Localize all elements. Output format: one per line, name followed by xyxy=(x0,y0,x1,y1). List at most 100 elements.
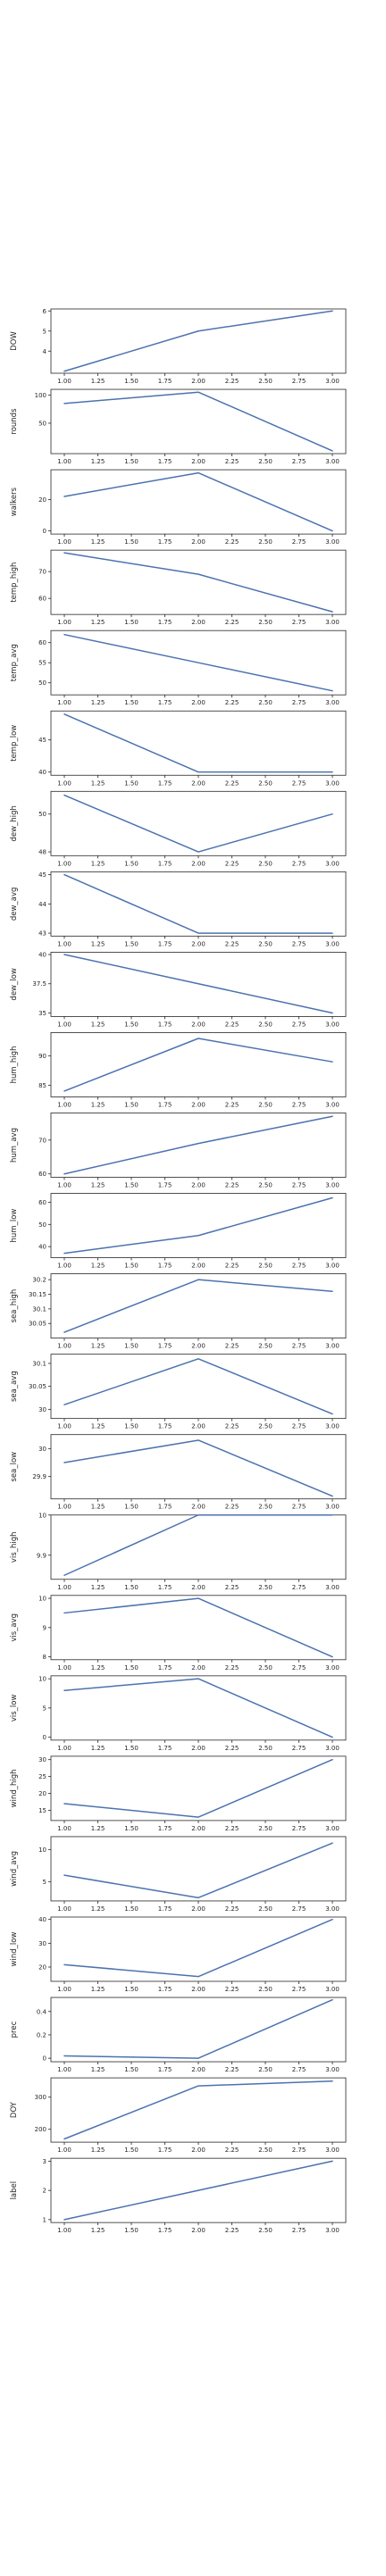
y-axis-label: temp_high xyxy=(10,563,19,603)
x-tick-label: 2.50 xyxy=(258,1664,273,1671)
x-tick-label: 2.75 xyxy=(292,458,306,465)
x-tick-label: 3.00 xyxy=(325,1825,340,1832)
x-tick-label: 1.00 xyxy=(57,699,71,706)
y-axis-label: rounds xyxy=(10,408,19,435)
x-tick-label: 3.00 xyxy=(325,458,340,465)
series-line-prec xyxy=(64,2000,332,2058)
y-axis-label: sea_avg xyxy=(10,1371,19,1402)
axes-frame xyxy=(51,1515,346,1580)
x-tick-label: 2.50 xyxy=(258,538,273,546)
y-tick-label: 10 xyxy=(38,1676,46,1683)
y-tick-label: 2 xyxy=(43,2188,46,2195)
x-tick-label: 2.00 xyxy=(191,1263,206,1270)
y-tick-label: 40 xyxy=(38,769,46,776)
axes-frame xyxy=(51,1194,346,1258)
x-tick-label: 1.00 xyxy=(57,2066,71,2073)
y-tick-label: 48 xyxy=(38,849,46,856)
x-tick-label: 3.00 xyxy=(325,1905,340,1913)
x-tick-label: 2.50 xyxy=(258,1504,273,1511)
x-tick-label: 2.75 xyxy=(292,2066,306,2073)
y-tick-label: 30 xyxy=(38,1756,46,1763)
y-tick-label: 29.9 xyxy=(32,1473,46,1480)
x-tick-label: 2.50 xyxy=(258,2227,273,2234)
x-tick-label: 1.00 xyxy=(57,1825,71,1832)
series-line-walkers xyxy=(64,473,332,531)
x-tick-label: 1.75 xyxy=(158,1343,172,1350)
x-tick-label: 2.50 xyxy=(258,1343,273,1350)
series-line-wind_avg xyxy=(64,1843,332,1897)
x-tick-label: 1.50 xyxy=(124,1263,138,1270)
y-axis-label: sea_high xyxy=(10,1289,19,1323)
x-tick-label: 2.50 xyxy=(258,699,273,706)
x-tick-label: 2.00 xyxy=(191,378,206,385)
x-tick-label: 2.00 xyxy=(191,940,206,947)
x-tick-label: 1.50 xyxy=(124,860,138,867)
x-tick-label: 1.50 xyxy=(124,1905,138,1913)
x-tick-label: 1.00 xyxy=(57,378,71,385)
x-tick-label: 1.75 xyxy=(158,699,172,706)
series-line-DOY xyxy=(64,2081,332,2139)
x-tick-label: 1.75 xyxy=(158,2066,172,2073)
x-tick-label: 1.50 xyxy=(124,458,138,465)
y-axis-label: wind_avg xyxy=(10,1851,19,1887)
x-tick-label: 1.25 xyxy=(91,1986,105,1993)
x-tick-label: 1.00 xyxy=(57,1423,71,1430)
x-tick-label: 1.75 xyxy=(158,2227,172,2234)
x-tick-label: 2.00 xyxy=(191,1343,206,1350)
x-tick-label: 1.25 xyxy=(91,1021,105,1028)
x-tick-label: 2.75 xyxy=(292,860,306,867)
x-tick-label: 1.25 xyxy=(91,619,105,626)
x-tick-label: 3.00 xyxy=(325,1343,340,1350)
x-tick-label: 2.75 xyxy=(292,1504,306,1511)
x-tick-label: 1.00 xyxy=(57,860,71,867)
x-tick-label: 3.00 xyxy=(325,1263,340,1270)
y-axis-label: dew_low xyxy=(10,968,19,1000)
axes-frame xyxy=(51,1837,346,1901)
y-tick-label: 8 xyxy=(43,1654,46,1661)
x-tick-label: 2.75 xyxy=(292,940,306,947)
x-tick-label: 3.00 xyxy=(325,378,340,385)
y-tick-label: 45 xyxy=(38,737,46,744)
axes-frame xyxy=(51,2078,346,2142)
x-tick-label: 1.25 xyxy=(91,1263,105,1270)
y-tick-label: 44 xyxy=(38,901,46,908)
y-tick-label: 50 xyxy=(38,679,46,687)
x-tick-label: 3.00 xyxy=(325,1986,340,1993)
x-tick-label: 1.75 xyxy=(158,1825,172,1832)
x-tick-label: 1.50 xyxy=(124,1986,138,1993)
x-tick-label: 2.00 xyxy=(191,1101,206,1108)
y-tick-label: 25 xyxy=(38,1773,46,1780)
y-tick-label: 10 xyxy=(38,1596,46,1603)
x-tick-label: 3.00 xyxy=(325,1745,340,1752)
x-tick-label: 2.50 xyxy=(258,940,273,947)
y-tick-label: 20 xyxy=(38,496,46,504)
x-tick-label: 2.75 xyxy=(292,1905,306,1913)
x-tick-label: 2.50 xyxy=(258,1182,273,1189)
series-line-vis_low xyxy=(64,1679,332,1737)
x-tick-label: 1.50 xyxy=(124,2227,138,2234)
y-tick-label: 9 xyxy=(43,1624,46,1631)
y-tick-label: 60 xyxy=(38,1171,46,1178)
y-axis-label: vis_avg xyxy=(10,1613,19,1642)
x-tick-label: 1.25 xyxy=(91,2066,105,2073)
y-tick-label: 5 xyxy=(43,1705,46,1712)
x-tick-label: 1.75 xyxy=(158,1905,172,1913)
y-axis-label: hum_low xyxy=(10,1209,19,1243)
series-line-sea_low xyxy=(64,1440,332,1496)
x-tick-label: 1.00 xyxy=(57,1263,71,1270)
y-tick-label: 50 xyxy=(38,811,46,818)
y-tick-label: 70 xyxy=(38,1137,46,1144)
y-tick-label: 50 xyxy=(38,1221,46,1229)
y-tick-label: 30.15 xyxy=(29,1291,46,1298)
x-tick-label: 2.00 xyxy=(191,779,206,787)
x-tick-label: 2.25 xyxy=(225,1986,239,1993)
